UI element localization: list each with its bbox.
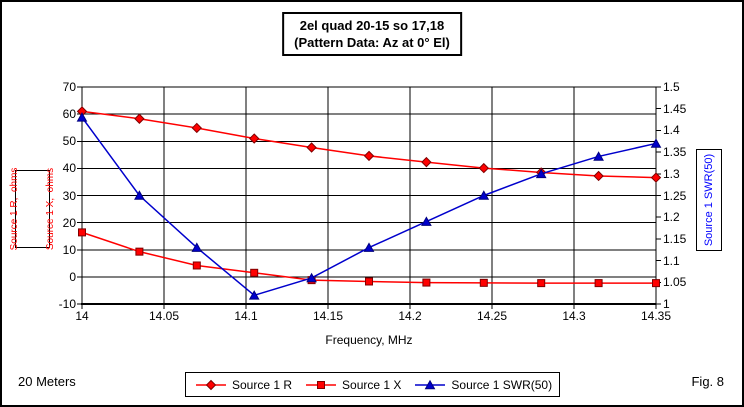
- tick-label: 1.4: [663, 123, 680, 138]
- chart-legend: Source 1 R Source 1 X Source 1 SWR(50): [185, 372, 560, 397]
- chart-title-line2: (Pattern Data: Az at 0° El): [294, 35, 450, 50]
- chart-title-box: 2el quad 20-15 so 17,18 (Pattern Data: A…: [282, 12, 462, 56]
- tick-label: 14.35: [640, 309, 672, 323]
- tick-label: 20: [62, 215, 76, 230]
- gridlines: [81, 86, 657, 305]
- legend-line-triangle-icon: [415, 379, 446, 389]
- legend-line-diamond-icon: [196, 379, 226, 390]
- tick-label: 70: [62, 80, 76, 94]
- tick-label: 1: [663, 297, 670, 311]
- right-axis-label-box: Source 1 SWR(50): [696, 149, 722, 251]
- tick-label: 1.2: [663, 210, 680, 225]
- series-triangle: [76, 112, 662, 300]
- legend-entry-source1-x: Source 1 X: [306, 378, 401, 392]
- legend-label-source1-swr: Source 1 SWR(50): [451, 377, 553, 392]
- right-axis-label: Source 1 SWR(50): [703, 153, 715, 247]
- left-axis-label-box: Source 1 R, ohms Source 1 X, ohms: [9, 168, 56, 251]
- tick-label: 1.1: [663, 253, 680, 268]
- tick-label: 14.05: [148, 309, 180, 323]
- tick-label: 1.15: [663, 231, 687, 246]
- tick-label: 10: [62, 242, 76, 257]
- tick-label: 1.25: [663, 188, 687, 203]
- tick-label: 50: [62, 134, 76, 149]
- legend-line-square-icon: [306, 380, 337, 389]
- tick-label: 1.05: [663, 275, 687, 290]
- series-square: [78, 228, 660, 288]
- tick-label: 30: [62, 188, 76, 203]
- legend-entry-source1-swr: Source 1 SWR(50): [415, 378, 552, 392]
- series-diamond: [76, 106, 662, 183]
- tick-label: 14.15: [312, 309, 344, 323]
- left-axis-label-x: Source 1 X, ohms: [44, 167, 56, 251]
- tick-label: 14.3: [562, 309, 586, 323]
- footer-band-label: 20 Meters: [18, 374, 76, 389]
- legend-entry-source1-r: Source 1 R: [196, 378, 292, 392]
- tick-label: 0: [69, 269, 76, 284]
- tick-label: 60: [62, 107, 76, 122]
- tick-label: -10: [58, 297, 76, 311]
- tick-label: 40: [62, 161, 76, 176]
- tick-label: 14: [75, 309, 89, 323]
- tick-label: 1.3: [663, 166, 680, 181]
- tick-label: 1.35: [663, 145, 687, 160]
- tick-label: 14.25: [476, 309, 508, 323]
- tick-label: 14.1: [234, 309, 258, 323]
- chart-title-line1: 2el quad 20-15 so 17,18: [299, 18, 445, 33]
- plot-frame: [77, 86, 661, 309]
- x-axis-title: Frequency, MHz: [325, 333, 413, 347]
- legend-label-source1-x: Source 1 X: [342, 377, 402, 392]
- figure-number-label: Fig. 8: [691, 374, 724, 389]
- tick-label: 1.45: [663, 101, 687, 116]
- legend-label-source1-r: Source 1 R: [232, 377, 293, 392]
- tick-label: 1.5: [663, 80, 680, 94]
- left-axis-label-r: Source 1 R, ohms: [8, 167, 20, 251]
- tick-label: 14.2: [398, 309, 422, 323]
- left-axis-label: Source 1 R, ohms Source 1 X, ohms: [2, 167, 81, 251]
